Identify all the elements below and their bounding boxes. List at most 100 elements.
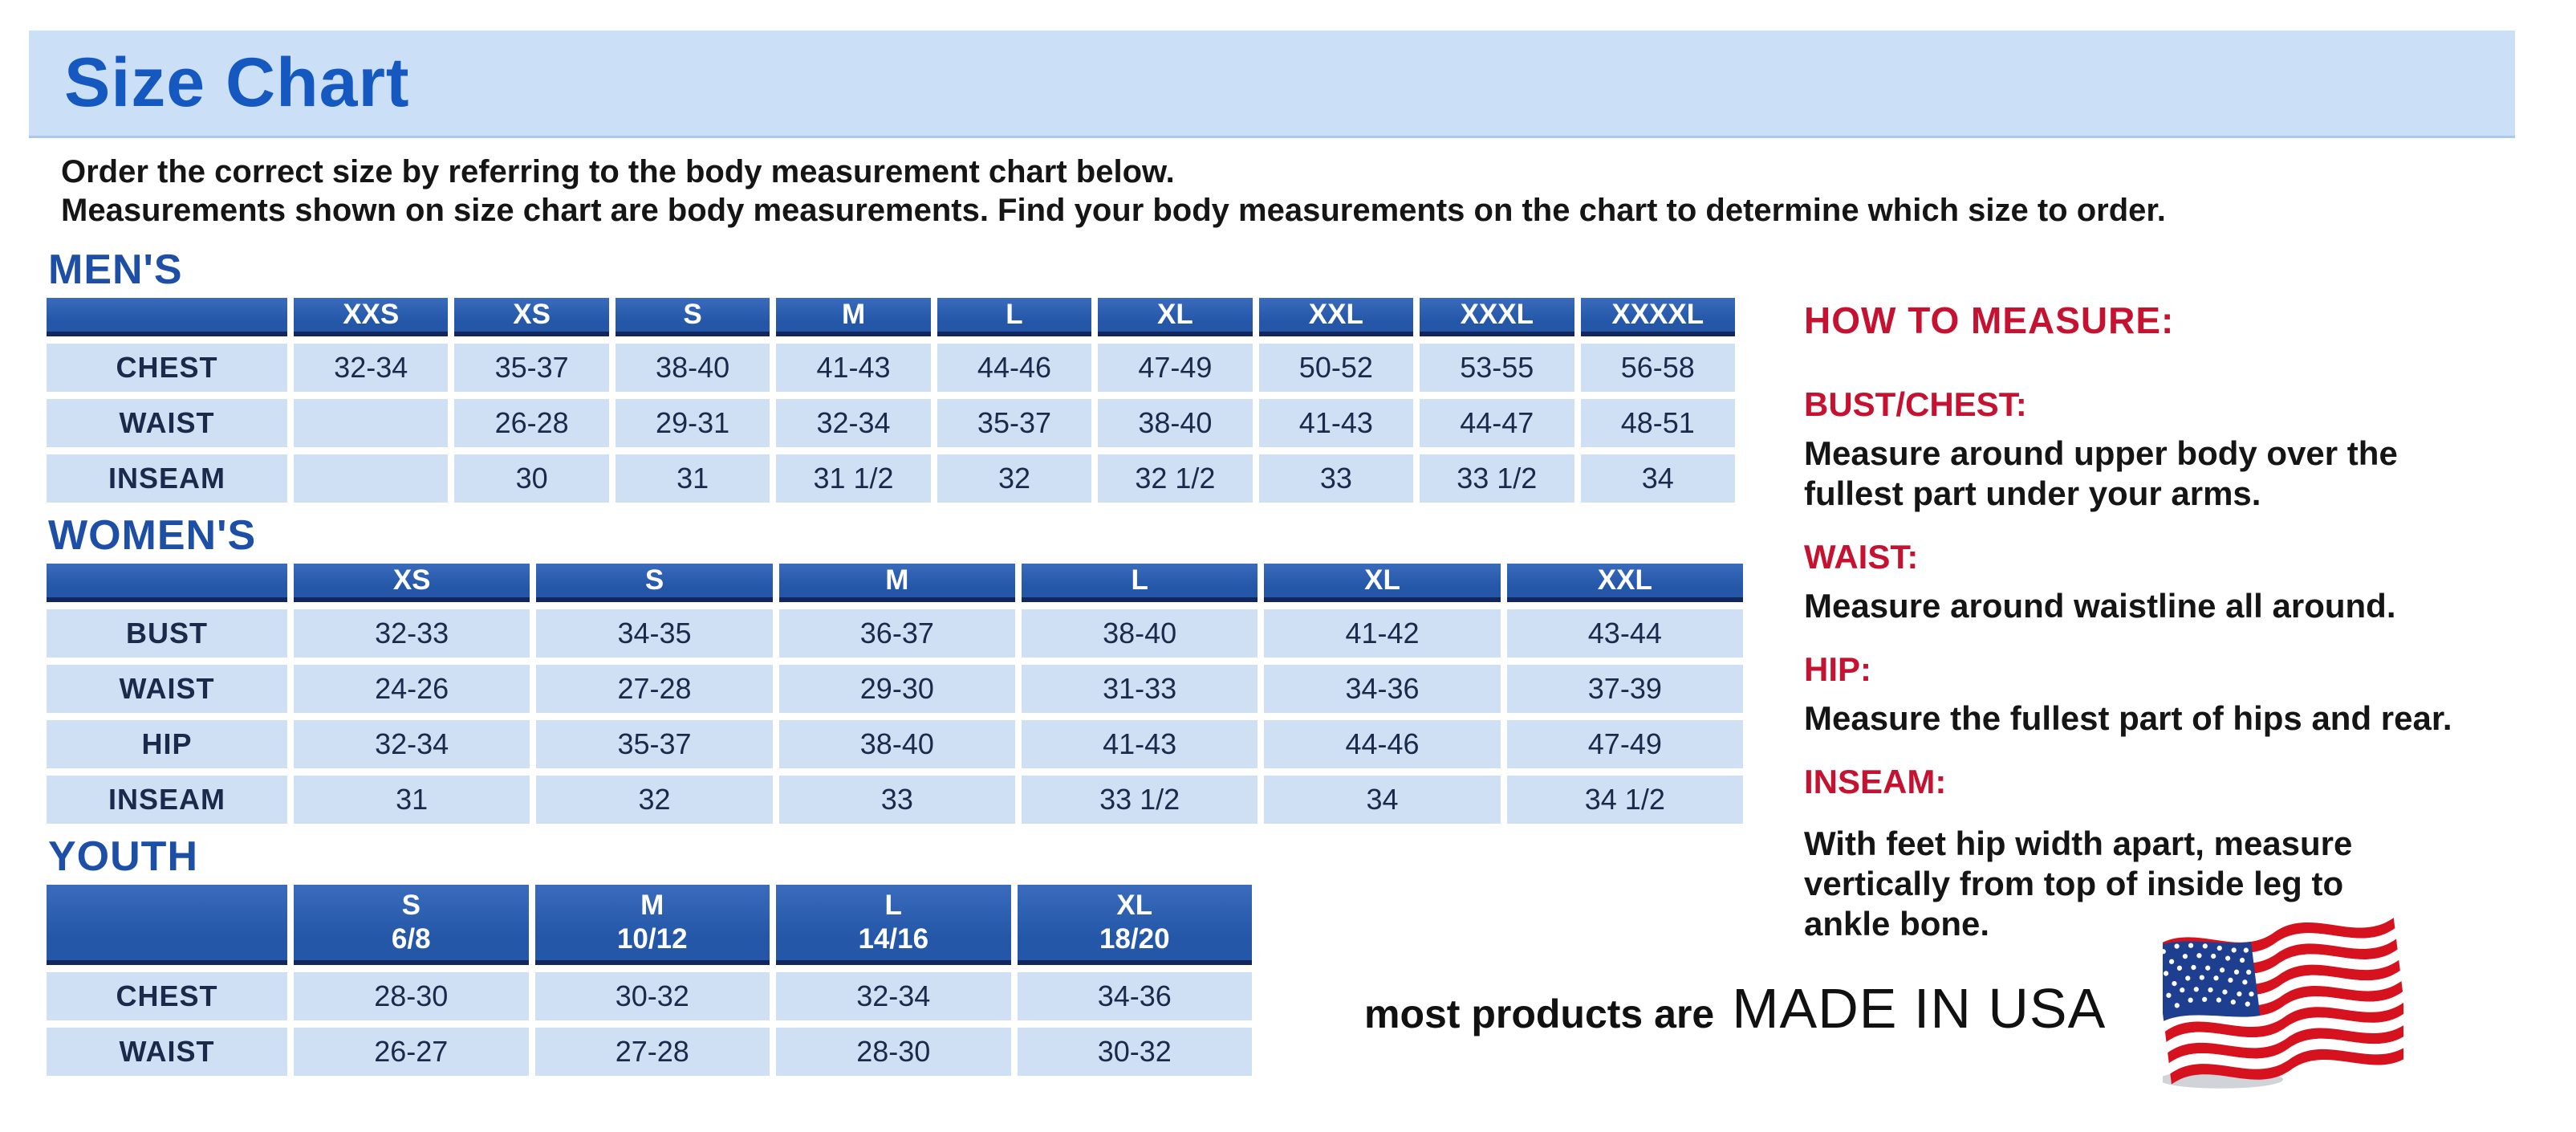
size-cell: 27-28 — [534, 1028, 770, 1076]
hip-text: Measure the fullest part of hips and rea… — [1804, 699, 2452, 737]
made-in-usa-note: most products are MADE IN USA — [1364, 976, 2106, 1040]
bust-chest-label: BUST/CHEST: — [1804, 385, 2027, 423]
intro-line-2: Measurements shown on size chart are bod… — [61, 193, 2166, 228]
size-cell: 56-58 — [1580, 344, 1735, 392]
size-cell: 32-33 — [294, 609, 530, 658]
size-cell: 34-36 — [1264, 665, 1501, 713]
youth-size-table: S 6/8 M 10/12 L 14/16 XL 18/20 CHEST 28-30 30-… — [40, 878, 1258, 1083]
size-cell: 28-30 — [776, 1028, 1011, 1076]
intro-text: Order the correct size by referring to t… — [61, 153, 2166, 230]
size-cell: 30-32 — [1017, 1028, 1252, 1076]
made-in-usa-text: MADE IN USA — [1732, 977, 2107, 1040]
page-title-banner: Size Chart — [29, 31, 2515, 138]
column-header: M — [778, 564, 1015, 602]
row-label: CHEST — [47, 972, 287, 1020]
size-cell: 38-40 — [778, 720, 1015, 768]
size-cell: 44-46 — [1264, 720, 1501, 768]
table-row: CHEST 32-34 35-37 38-40 41-43 44-46 47-49 50-52… — [47, 344, 1735, 392]
column-header: S — [615, 298, 770, 336]
inseam-text: With feet hip width apart, measure verti… — [1804, 825, 2353, 943]
size-tables-column: MEN'S XXS XS S M L XL XXL XXXL XXXXL CHEST 32-34 35… — [40, 249, 1749, 1083]
column-header: S — [536, 564, 773, 602]
corner-cell — [47, 885, 287, 965]
size-cell: 34 — [1264, 776, 1501, 824]
table-row: HIP 32-34 35-37 38-40 41-43 44-46 47-49 — [47, 720, 1743, 768]
size-cell — [294, 454, 449, 503]
size-cell: 44-47 — [1420, 399, 1574, 447]
column-header: XS — [454, 298, 609, 336]
row-label: INSEAM — [47, 776, 287, 824]
size-cell: 32 — [937, 454, 1092, 503]
size-cell: 33 — [778, 776, 1015, 824]
table-row: INSEAM 31 32 33 33 1/2 34 34 1/2 — [47, 776, 1743, 824]
column-header: XXXL — [1420, 298, 1574, 336]
column-header: S 6/8 — [294, 885, 529, 965]
size-cell: 31 — [615, 454, 770, 503]
size-cell: 31 1/2 — [776, 454, 931, 503]
intro-line-1: Order the correct size by referring to t… — [61, 154, 1175, 189]
size-cell: 32-34 — [294, 344, 449, 392]
size-cell: 28-30 — [294, 972, 529, 1020]
size-cell: 41-43 — [1021, 720, 1258, 768]
made-in-usa-prefix: most products are — [1364, 992, 1715, 1036]
row-label: WAIST — [47, 399, 287, 447]
size-cell: 31-33 — [1021, 665, 1258, 713]
column-header: XL — [1098, 298, 1253, 336]
size-cell: 34 — [1580, 454, 1735, 503]
row-label: HIP — [47, 720, 287, 768]
size-cell: 37-39 — [1506, 665, 1743, 713]
column-header: XL — [1264, 564, 1501, 602]
size-cell: 34-35 — [536, 609, 773, 658]
size-cell: 35-37 — [937, 399, 1092, 447]
mens-size-table: XXS XS S M L XL XXL XXXL XXXXL CHEST 32-34 35-37 38-… — [40, 291, 1741, 510]
size-cell: 27-28 — [536, 665, 773, 713]
size-cell: 34-36 — [1017, 972, 1252, 1020]
size-cell: 26-28 — [454, 399, 609, 447]
size-cell: 43-44 — [1506, 609, 1743, 658]
table-row: WAIST 26-27 27-28 28-30 30-32 — [47, 1028, 1252, 1076]
waist-text: Measure around waistline all around. — [1804, 587, 2396, 625]
column-header: XXL — [1258, 298, 1414, 336]
size-cell: 38-40 — [615, 344, 770, 392]
size-cell: 29-30 — [778, 665, 1015, 713]
size-cell: 30-32 — [534, 972, 770, 1020]
size-cell: 32-34 — [294, 720, 530, 768]
column-header: M 10/12 — [534, 885, 770, 965]
size-cell: 48-51 — [1580, 399, 1735, 447]
size-cell: 26-27 — [294, 1028, 529, 1076]
column-header: M — [776, 298, 931, 336]
size-cell: 41-42 — [1264, 609, 1501, 658]
corner-cell — [47, 564, 287, 602]
size-cell: 47-49 — [1098, 344, 1253, 392]
header-row: S 6/8 M 10/12 L 14/16 XL 18/20 — [47, 885, 1252, 965]
column-header: XXS — [294, 298, 449, 336]
column-header: L — [937, 298, 1092, 336]
size-cell: 33 — [1258, 454, 1414, 503]
size-cell: 29-31 — [615, 399, 770, 447]
column-header: L — [1021, 564, 1258, 602]
size-cell: 38-40 — [1021, 609, 1258, 658]
mens-heading: MEN'S — [48, 246, 183, 293]
size-cell: 33 1/2 — [1420, 454, 1574, 503]
size-cell: 41-43 — [776, 344, 931, 392]
row-label: WAIST — [47, 665, 287, 713]
table-row: BUST 32-33 34-35 36-37 38-40 41-42 43-44 — [47, 609, 1743, 658]
size-cell: 35-37 — [536, 720, 773, 768]
header-row: XXS XS S M L XL XXL XXXL XXXXL — [47, 298, 1735, 336]
size-cell: 44-46 — [937, 344, 1092, 392]
size-cell: 34 1/2 — [1506, 776, 1743, 824]
hip-label: HIP: — [1804, 650, 1871, 688]
size-cell: 31 — [294, 776, 530, 824]
page-title: Size Chart — [64, 44, 410, 121]
size-cell: 32 — [536, 776, 773, 824]
column-header: XL 18/20 — [1017, 885, 1252, 965]
column-header: L 14/16 — [776, 885, 1011, 965]
size-cell: 36-37 — [778, 609, 1015, 658]
row-label: WAIST — [47, 1028, 287, 1076]
table-row: INSEAM 30 31 31 1/2 32 32 1/2 33 33 1/2 34 — [47, 454, 1735, 503]
size-cell — [294, 399, 449, 447]
bust-chest-text: Measure around upper body over the fulle… — [1804, 434, 2398, 512]
size-cell: 24-26 — [294, 665, 530, 713]
size-cell: 50-52 — [1258, 344, 1414, 392]
size-cell: 53-55 — [1420, 344, 1574, 392]
